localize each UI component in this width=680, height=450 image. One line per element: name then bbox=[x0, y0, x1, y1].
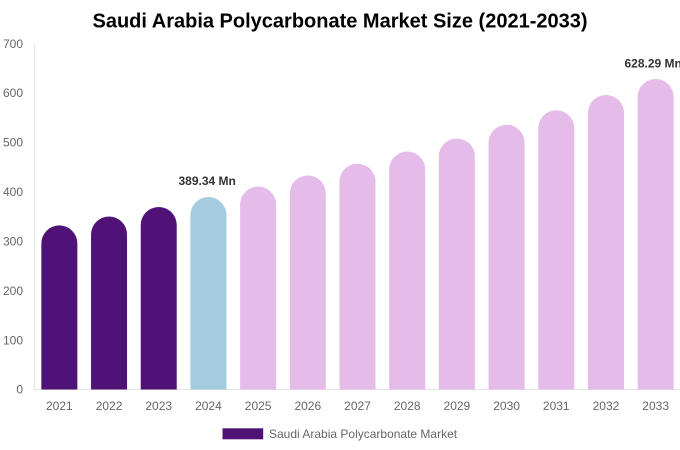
svg-text:2023: 2023 bbox=[145, 399, 172, 413]
svg-text:700: 700 bbox=[3, 37, 23, 51]
svg-text:2026: 2026 bbox=[294, 399, 321, 413]
svg-text:2032: 2032 bbox=[593, 399, 620, 413]
svg-text:Saudi Arabia Polycarbonate Mar: Saudi Arabia Polycarbonate Market bbox=[269, 427, 458, 441]
svg-text:400: 400 bbox=[3, 185, 23, 199]
svg-text:2033: 2033 bbox=[642, 399, 669, 413]
svg-text:2021: 2021 bbox=[46, 399, 73, 413]
svg-text:Saudi Arabia Polycarbonate Mar: Saudi Arabia Polycarbonate Market Size (… bbox=[92, 11, 587, 33]
svg-text:389.34 Mn: 389.34 Mn bbox=[179, 174, 236, 188]
svg-text:0: 0 bbox=[16, 383, 23, 397]
svg-text:2027: 2027 bbox=[344, 399, 371, 413]
svg-text:200: 200 bbox=[3, 284, 23, 298]
svg-text:600: 600 bbox=[3, 86, 23, 100]
svg-text:2028: 2028 bbox=[394, 399, 421, 413]
svg-text:300: 300 bbox=[3, 234, 23, 248]
svg-text:628.29 Mn: 628.29 Mn bbox=[625, 57, 680, 71]
svg-text:2025: 2025 bbox=[245, 399, 272, 413]
svg-text:100: 100 bbox=[3, 333, 23, 347]
svg-text:500: 500 bbox=[3, 136, 23, 150]
svg-text:2022: 2022 bbox=[96, 399, 123, 413]
svg-text:2029: 2029 bbox=[444, 399, 471, 413]
svg-text:2030: 2030 bbox=[493, 399, 520, 413]
svg-text:2024: 2024 bbox=[195, 399, 222, 413]
svg-text:2031: 2031 bbox=[543, 399, 570, 413]
